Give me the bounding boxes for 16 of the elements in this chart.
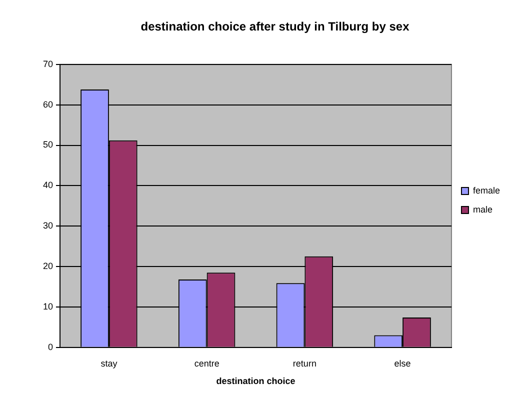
legend-label: female	[472, 185, 500, 196]
y-tick-label: 0	[48, 342, 54, 352]
x-tick-label: else	[394, 358, 411, 368]
legend-label: male	[472, 204, 492, 214]
chart-title: destination choice after study in Tilburg by sex	[140, 20, 410, 34]
y-tick-label: 60	[42, 99, 54, 110]
y-tick-label: 70	[42, 58, 54, 69]
y-tick-label: 20	[42, 261, 54, 272]
y-tick-label: 50	[42, 140, 54, 150]
y-tick-label: 10	[42, 301, 54, 312]
y-tick-label: 30	[42, 220, 54, 231]
y-tick-label: 40	[42, 180, 54, 190]
x-tick-label: return	[292, 358, 316, 368]
x-tick-label: stay	[100, 358, 118, 368]
x-axis-title: destination choice	[216, 376, 296, 386]
x-tick-label: centre	[194, 358, 220, 368]
